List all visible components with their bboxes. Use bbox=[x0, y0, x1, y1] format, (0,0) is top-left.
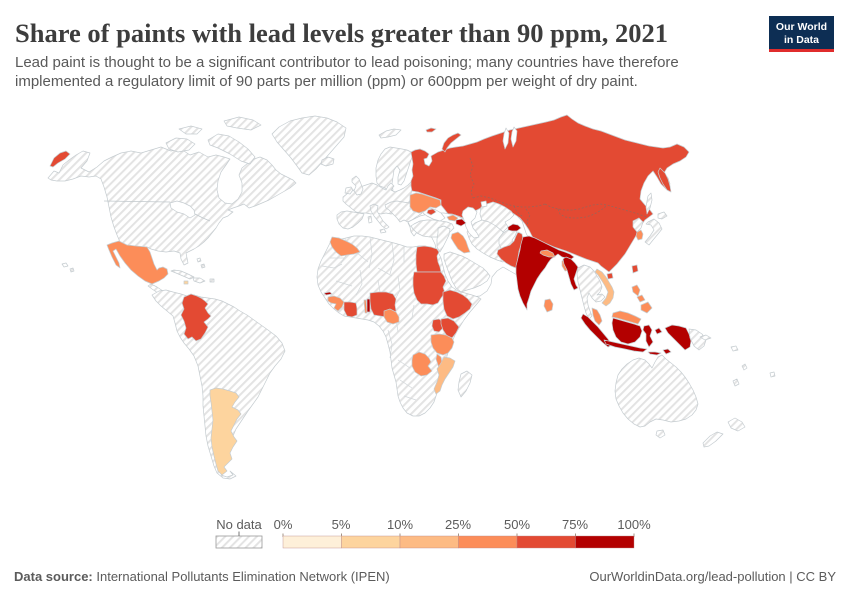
svg-text:100%: 100% bbox=[617, 517, 651, 532]
svg-text:25%: 25% bbox=[445, 517, 471, 532]
svg-text:75%: 75% bbox=[562, 517, 588, 532]
svg-text:0%: 0% bbox=[274, 517, 293, 532]
svg-text:50%: 50% bbox=[504, 517, 530, 532]
svg-text:No data: No data bbox=[216, 517, 262, 532]
svg-text:10%: 10% bbox=[387, 517, 413, 532]
svg-text:5%: 5% bbox=[332, 517, 351, 532]
